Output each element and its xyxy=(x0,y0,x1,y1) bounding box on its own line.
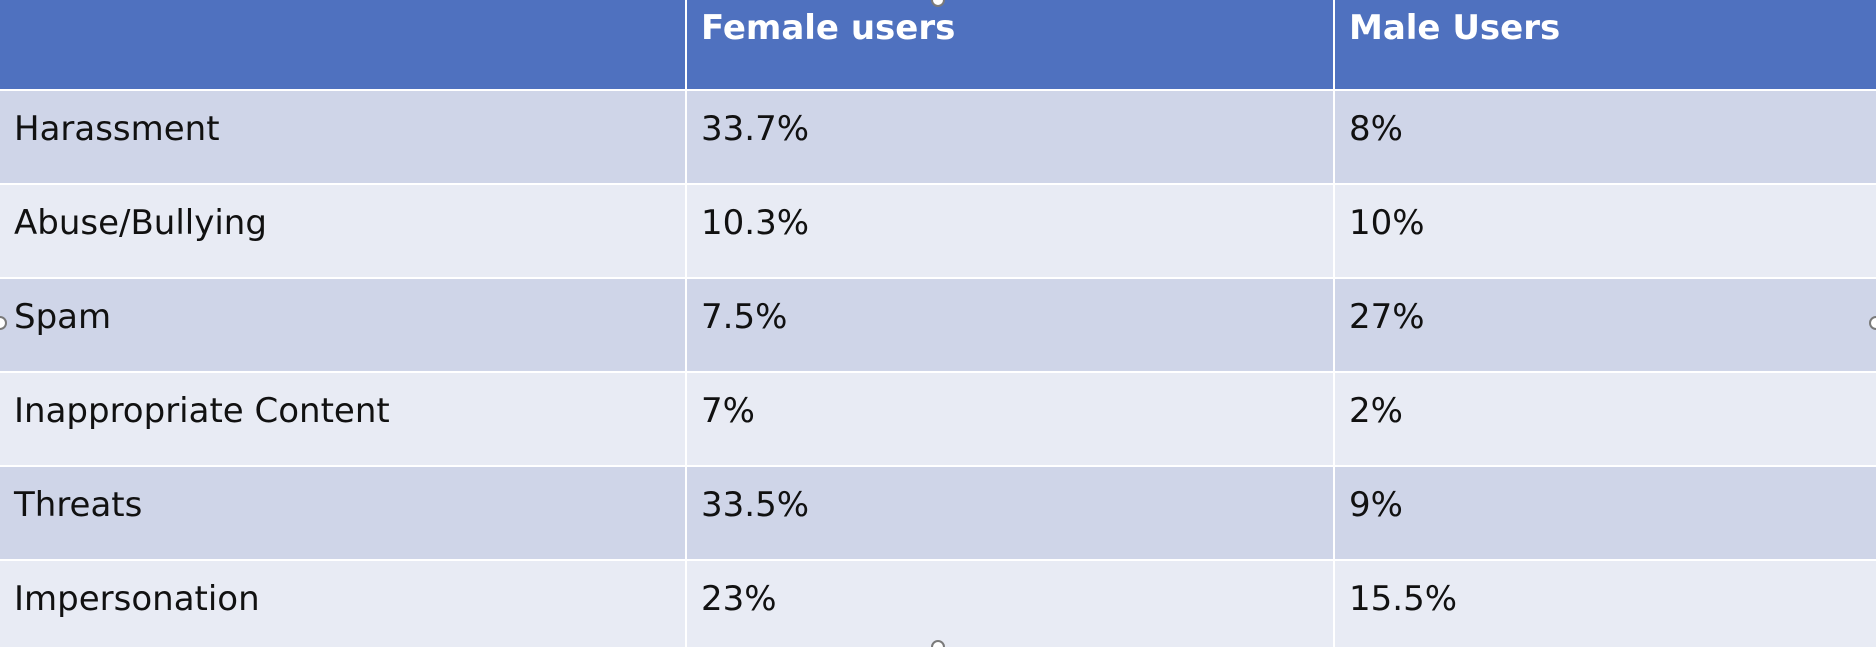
table-row: Impersonation 23% 15.5% xyxy=(0,560,1876,647)
female-value-cell[interactable]: 33.5% xyxy=(686,466,1335,561)
male-value-cell[interactable]: 2% xyxy=(1334,372,1876,467)
resize-handle-top[interactable] xyxy=(931,0,945,7)
category-cell[interactable]: Abuse/Bullying xyxy=(0,184,687,279)
header-cell-category[interactable] xyxy=(0,0,687,91)
category-cell[interactable]: Harassment xyxy=(0,90,687,185)
header-row: Female users Male Users xyxy=(0,0,1876,91)
table-row: Spam 7.5% 27% xyxy=(0,278,1876,373)
table-row: Threats 33.5% 9% xyxy=(0,466,1876,561)
male-value-cell[interactable]: 15.5% xyxy=(1334,560,1876,647)
resize-handle-right[interactable] xyxy=(1869,316,1876,330)
category-cell[interactable]: Inappropriate Content xyxy=(0,372,687,467)
female-value-cell[interactable]: 33.7% xyxy=(686,90,1335,185)
male-value-cell[interactable]: 9% xyxy=(1334,466,1876,561)
female-value-cell[interactable]: 7% xyxy=(686,372,1335,467)
male-value-cell[interactable]: 27% xyxy=(1334,278,1876,373)
category-cell[interactable]: Threats xyxy=(0,466,687,561)
table-row: Harassment 33.7% 8% xyxy=(0,90,1876,185)
male-value-cell[interactable]: 10% xyxy=(1334,184,1876,279)
resize-handle-left[interactable] xyxy=(0,316,7,330)
table-row: Abuse/Bullying 10.3% 10% xyxy=(0,184,1876,279)
category-cell[interactable]: Spam xyxy=(0,278,687,373)
category-cell[interactable]: Impersonation xyxy=(0,560,687,647)
header-cell-male[interactable]: Male Users xyxy=(1334,0,1876,91)
male-value-cell[interactable]: 8% xyxy=(1334,90,1876,185)
resize-handle-bottom[interactable] xyxy=(931,640,945,647)
table-row: Inappropriate Content 7% 2% xyxy=(0,372,1876,467)
female-value-cell[interactable]: 23% xyxy=(686,560,1335,647)
female-value-cell[interactable]: 7.5% xyxy=(686,278,1335,373)
female-value-cell[interactable]: 10.3% xyxy=(686,184,1335,279)
header-cell-female[interactable]: Female users xyxy=(686,0,1335,91)
